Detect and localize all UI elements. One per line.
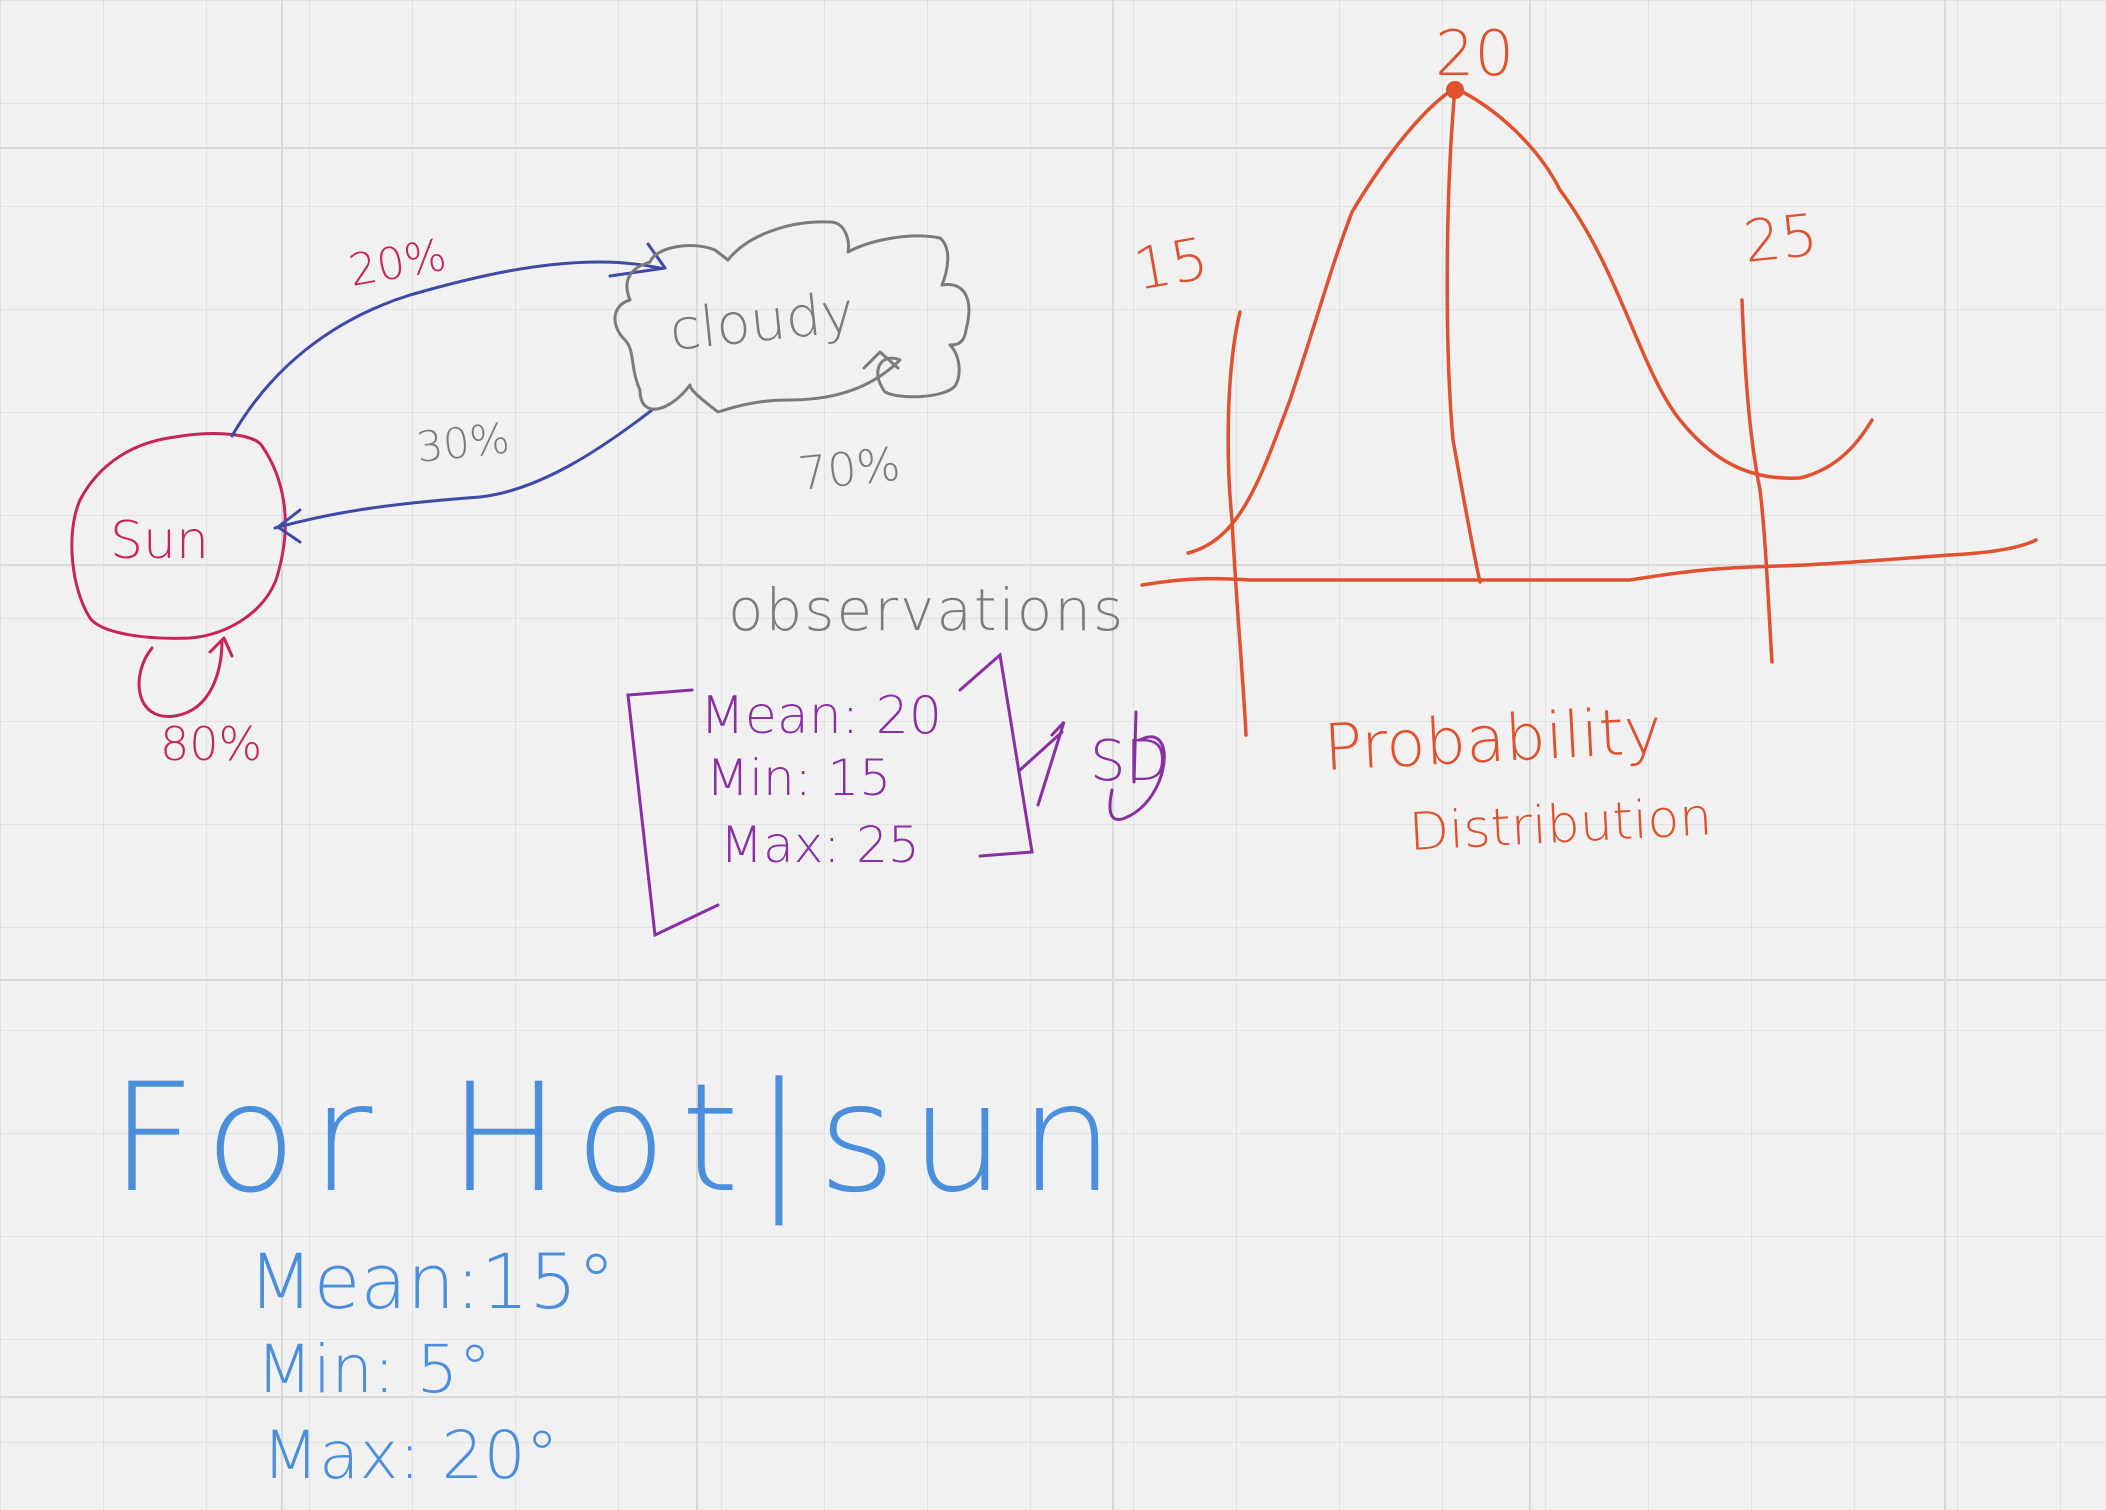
distribution-min-line bbox=[1226, 310, 1248, 737]
observations-min: Min: 15 bbox=[706, 749, 891, 807]
cloudy-to-sun-arrow bbox=[273, 408, 654, 530]
observations-bracket bbox=[626, 652, 1166, 938]
distribution-peak-dot bbox=[1446, 81, 1464, 99]
distribution-plot bbox=[1140, 86, 2038, 737]
sun-node bbox=[70, 432, 287, 640]
distribution-peak-label: 20 bbox=[1435, 17, 1514, 90]
distribution-right-label: 25 bbox=[1740, 201, 1821, 276]
hot-sun-max: Max: 20° bbox=[262, 1417, 559, 1494]
cloudy-node bbox=[613, 220, 971, 414]
distribution-left-label: 15 bbox=[1129, 224, 1213, 304]
sun-to-cloudy-arrow bbox=[230, 260, 662, 438]
sun-self-prob: 80% bbox=[160, 717, 262, 771]
cloudy-to-sun-prob: 30% bbox=[414, 413, 512, 471]
distribution-x-axis bbox=[1140, 538, 2038, 587]
observations-max: Max: 25 bbox=[720, 816, 920, 874]
sun-self-loop bbox=[137, 638, 224, 718]
cloudy-self-prob: 70% bbox=[796, 437, 903, 501]
hot-sun-min: Min: 5° bbox=[256, 1331, 491, 1408]
markov-diagram bbox=[70, 220, 971, 718]
observations-result: SD bbox=[1090, 729, 1169, 794]
sun-label: Sun bbox=[110, 511, 209, 571]
hot-sun-mean: Mean:15° bbox=[248, 1237, 615, 1326]
distribution-caption-line1: Probability bbox=[1322, 694, 1664, 786]
hot-sun-heading: For Hot|sun bbox=[110, 1052, 1128, 1226]
observations-mean: Mean: 20 bbox=[700, 686, 942, 746]
distribution-mean-line bbox=[1445, 86, 1482, 584]
distribution-max-line bbox=[1740, 298, 1774, 664]
observations-heading: observations bbox=[728, 576, 1125, 644]
distribution-curve bbox=[1186, 86, 1874, 555]
